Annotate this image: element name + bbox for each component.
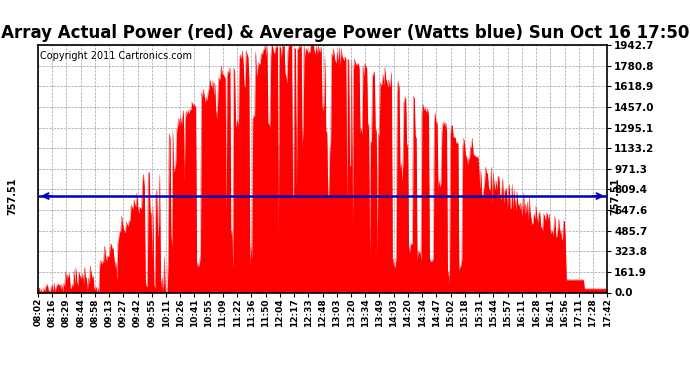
Text: 757.51: 757.51 <box>8 177 17 215</box>
Title: East Array Actual Power (red) & Average Power (Watts blue) Sun Oct 16 17:50: East Array Actual Power (red) & Average … <box>0 24 690 42</box>
Text: 757.51: 757.51 <box>610 177 620 215</box>
Text: Copyright 2011 Cartronics.com: Copyright 2011 Cartronics.com <box>39 51 192 61</box>
